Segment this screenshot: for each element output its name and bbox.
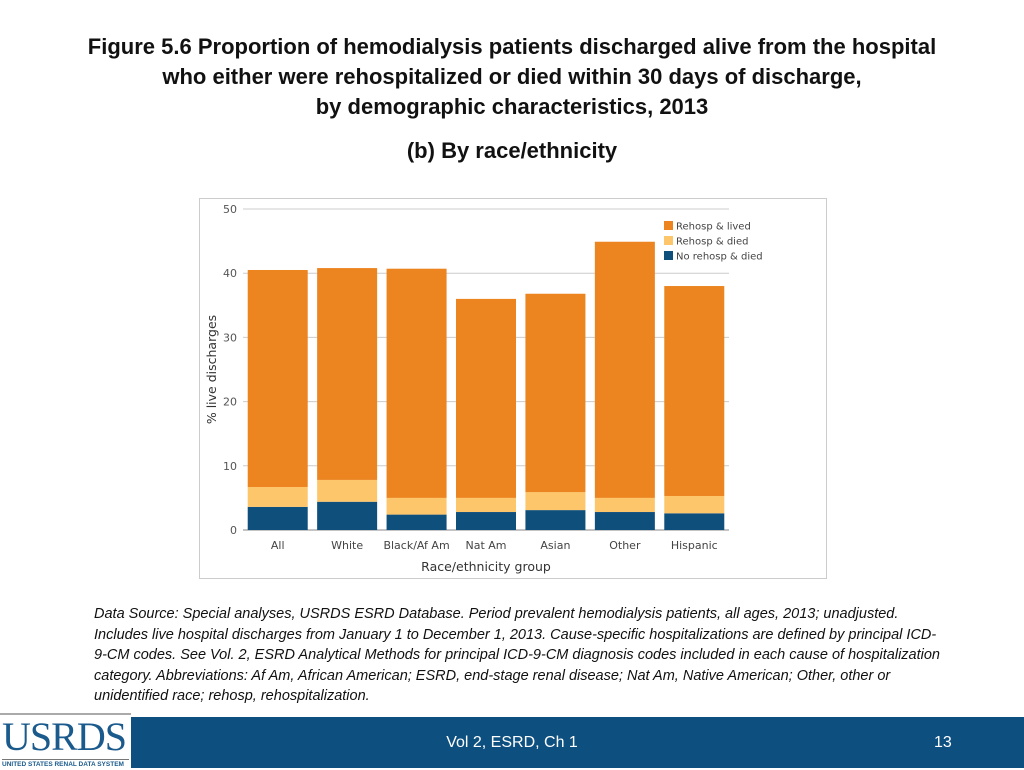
- bar-segment: [594, 241, 655, 498]
- slide-title: Figure 5.6 Proportion of hemodialysis pa…: [0, 32, 1024, 122]
- bar-segment: [386, 268, 447, 498]
- y-tick-label: 50: [223, 203, 237, 216]
- legend-label: Rehosp & died: [676, 237, 748, 248]
- logo-text: USRDS: [2, 714, 127, 759]
- title-line: by demographic characteristics, 2013: [315, 94, 709, 119]
- legend-label: No rehosp & died: [676, 252, 763, 263]
- title-line: who either were rehospitalized or died w…: [162, 64, 862, 89]
- chart: 0 10 20 30 40 50 All White Black/Af Am Nat Am Asia…: [199, 198, 827, 579]
- bar-segment: [664, 513, 725, 530]
- x-tick-label: White: [331, 539, 363, 552]
- x-tick-label: Asian: [540, 539, 570, 552]
- slide-subtitle: (b) By race/ethnicity: [406, 138, 618, 163]
- legend-swatch: [664, 221, 673, 230]
- bar-segment: [247, 506, 308, 530]
- bar-segment: [664, 495, 725, 514]
- legend-swatch: [664, 236, 673, 245]
- x-tick-label: Nat Am: [465, 539, 506, 552]
- page-number: 13: [934, 734, 952, 751]
- logo-subtext: UNITED STATES RENAL DATA SYSTEM: [2, 759, 129, 768]
- bar-segment: [247, 486, 308, 507]
- y-tick-label: 0: [230, 524, 237, 537]
- source-note: Data Source: Special analyses, USRDS ESR…: [94, 606, 940, 704]
- bar-segment: [386, 514, 447, 530]
- footer-text: Vol 2, ESRD, Ch 1: [446, 734, 578, 751]
- title-line: Figure 5.6 Proportion of hemodialysis pa…: [87, 34, 937, 59]
- y-tick-label: 30: [223, 331, 237, 344]
- bar-segment: [386, 497, 447, 515]
- x-axis-label: Race/ethnicity group: [421, 559, 551, 574]
- x-tick-label: Other: [609, 539, 641, 552]
- legend-label: Rehosp & lived: [676, 222, 751, 233]
- x-tick-label: Black/Af Am: [383, 539, 449, 552]
- bar-segment: [525, 510, 586, 530]
- x-tick-label: Hispanic: [671, 539, 718, 552]
- stacked-bar-chart: 0 10 20 30 40 50 All White Black/Af Am Nat Am Asia…: [204, 203, 763, 574]
- bar-segment: [317, 479, 378, 502]
- y-axis-label: % live discharges: [204, 315, 219, 424]
- y-tick-label: 10: [223, 460, 237, 473]
- footer-bar: [0, 717, 1024, 768]
- y-tick-label: 40: [223, 267, 237, 280]
- bar-segment: [456, 298, 516, 498]
- bar-segment: [525, 293, 586, 493]
- bar-segment: [525, 492, 586, 511]
- bar-segment: [456, 512, 516, 530]
- x-tick-label: All: [271, 539, 285, 552]
- bar-segment: [664, 286, 725, 496]
- bar-segment: [317, 268, 378, 480]
- bar-segment: [317, 501, 378, 530]
- bar-segment: [594, 512, 655, 530]
- legend-swatch: [664, 251, 673, 260]
- y-tick-label: 20: [223, 396, 237, 409]
- usrds-logo: USRDS UNITED STATES RENAL DATA SYSTEM: [0, 713, 131, 770]
- bar-segment: [247, 269, 308, 487]
- bar-segment: [456, 497, 516, 513]
- bar-segment: [594, 497, 655, 513]
